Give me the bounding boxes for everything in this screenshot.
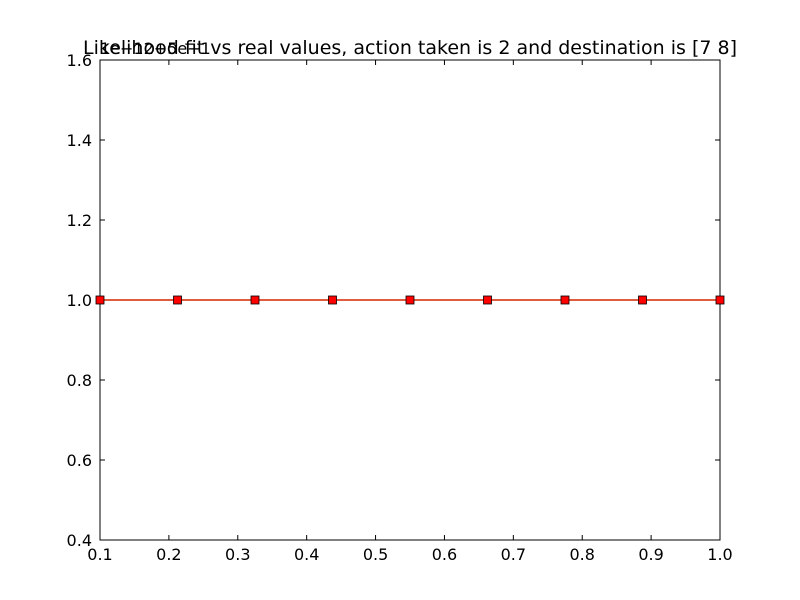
- data-point-marker: [250, 295, 260, 305]
- x-tick-label: 1.0: [707, 545, 732, 564]
- y-tick-label: 1.4: [67, 131, 92, 150]
- y-tick-label: 1.6: [67, 51, 92, 70]
- x-tick-label: 0.1: [87, 545, 112, 564]
- data-point-marker: [715, 295, 725, 305]
- y-tick-label: 1.0: [67, 291, 92, 310]
- data-point-marker: [173, 295, 182, 305]
- x-tick-label: 0.5: [363, 545, 388, 564]
- chart-title: Likelihood fit vs real values, action ta…: [83, 37, 737, 59]
- x-tick-label: 0.2: [156, 545, 181, 564]
- y-tick-label: 1.2: [67, 211, 92, 230]
- x-tick-label: 0.4: [294, 545, 319, 564]
- y-tick-label: 0.8: [67, 371, 92, 390]
- data-point-marker: [328, 295, 337, 305]
- x-tick-label: 0.3: [225, 545, 250, 564]
- y-tick-label: 0.6: [67, 451, 92, 470]
- data-point-marker: [405, 295, 415, 305]
- data-point-marker: [560, 295, 570, 305]
- x-tick-label: 0.6: [432, 545, 457, 564]
- x-tick-label: 0.7: [501, 545, 526, 564]
- axis-offset-text: 1e−12+5e−1: [100, 39, 211, 58]
- y-tick-label: 0.4: [67, 531, 92, 550]
- data-point-marker: [95, 295, 105, 305]
- x-tick-label: 0.8: [569, 545, 594, 564]
- data-point-marker: [638, 295, 647, 305]
- x-tick-label: 0.9: [638, 545, 663, 564]
- data-point-marker: [483, 295, 492, 305]
